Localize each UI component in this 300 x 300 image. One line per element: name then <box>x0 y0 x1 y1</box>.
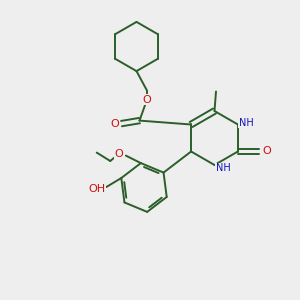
Text: O: O <box>142 94 152 105</box>
Text: NH: NH <box>215 163 230 173</box>
Text: O: O <box>110 118 119 129</box>
Text: NH: NH <box>239 118 254 128</box>
Text: O: O <box>262 146 271 157</box>
Text: O: O <box>115 149 124 159</box>
Text: OH: OH <box>88 184 105 194</box>
